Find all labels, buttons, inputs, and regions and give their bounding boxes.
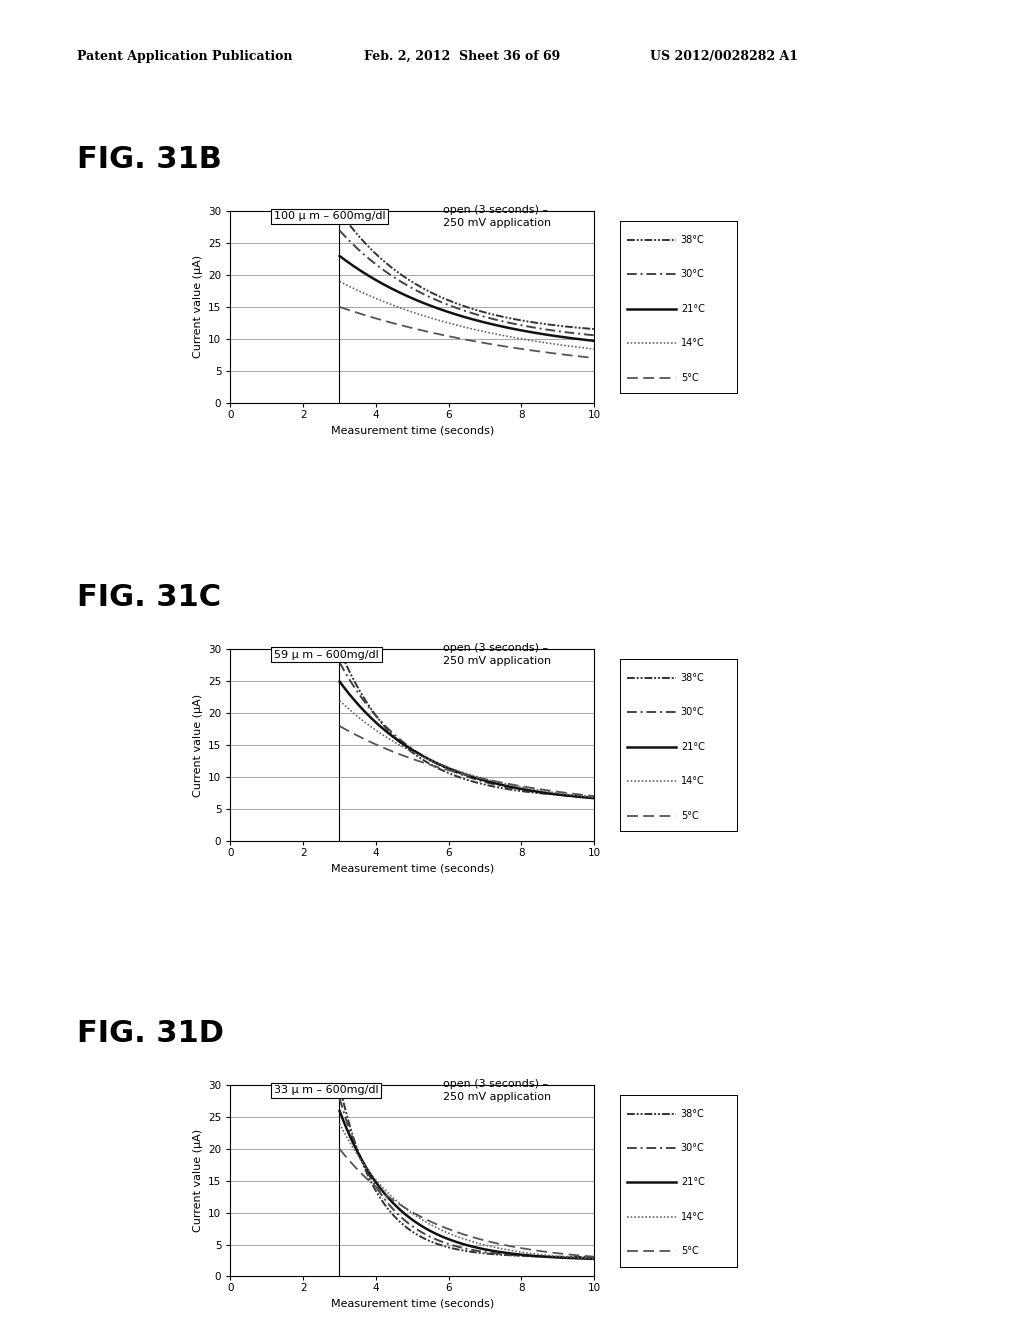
Text: 30°C: 30°C (681, 269, 705, 279)
Text: 30°C: 30°C (681, 1143, 705, 1152)
Text: 38°C: 38°C (681, 1109, 705, 1118)
Text: 5°C: 5°C (681, 1246, 698, 1257)
Text: 59 μ m – 600mg/dl: 59 μ m – 600mg/dl (274, 649, 379, 660)
Text: 21°C: 21°C (681, 304, 705, 314)
Text: 38°C: 38°C (681, 673, 705, 682)
Text: open (3 seconds) –
250 mV application: open (3 seconds) – 250 mV application (443, 1078, 551, 1102)
Text: 38°C: 38°C (681, 235, 705, 244)
Text: FIG. 31B: FIG. 31B (77, 145, 221, 174)
Y-axis label: Current value (μA): Current value (μA) (193, 1129, 203, 1233)
Text: 100 μ m – 600mg/dl: 100 μ m – 600mg/dl (274, 211, 386, 222)
Text: 30°C: 30°C (681, 708, 705, 717)
Y-axis label: Current value (μA): Current value (μA) (193, 255, 203, 359)
Text: 14°C: 14°C (681, 1212, 705, 1222)
X-axis label: Measurement time (seconds): Measurement time (seconds) (331, 863, 494, 874)
Text: 21°C: 21°C (681, 1177, 705, 1188)
Text: open (3 seconds) –
250 mV application: open (3 seconds) – 250 mV application (443, 205, 551, 228)
Y-axis label: Current value (μA): Current value (μA) (193, 693, 203, 797)
Text: open (3 seconds) –
250 mV application: open (3 seconds) – 250 mV application (443, 643, 551, 667)
Text: Patent Application Publication: Patent Application Publication (77, 50, 292, 63)
Text: 33 μ m – 600mg/dl: 33 μ m – 600mg/dl (274, 1085, 379, 1096)
Text: 21°C: 21°C (681, 742, 705, 752)
X-axis label: Measurement time (seconds): Measurement time (seconds) (331, 425, 494, 436)
X-axis label: Measurement time (seconds): Measurement time (seconds) (331, 1299, 494, 1309)
Text: 5°C: 5°C (681, 372, 698, 383)
Text: 14°C: 14°C (681, 776, 705, 787)
Text: Feb. 2, 2012  Sheet 36 of 69: Feb. 2, 2012 Sheet 36 of 69 (364, 50, 560, 63)
Text: US 2012/0028282 A1: US 2012/0028282 A1 (650, 50, 799, 63)
Text: 14°C: 14°C (681, 338, 705, 348)
Text: 5°C: 5°C (681, 810, 698, 821)
Text: FIG. 31C: FIG. 31C (77, 583, 221, 612)
Text: FIG. 31D: FIG. 31D (77, 1019, 224, 1048)
